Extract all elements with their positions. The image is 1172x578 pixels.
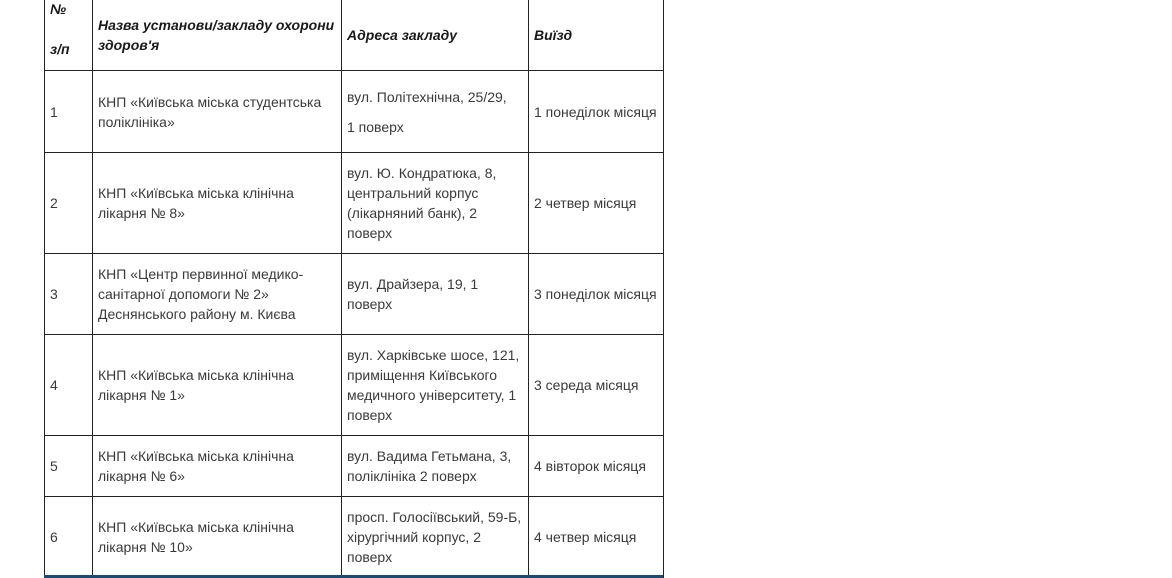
row-number: 2	[44, 152, 93, 254]
table-row: 1 КНП «Київська міська студентська полік…	[44, 70, 664, 153]
row-number: 3	[44, 253, 93, 335]
clinics-table: № з/п Назва установи/закладу охорони здо…	[44, 0, 664, 578]
table-row: 3 КНП «Центр первинної медико-санітарної…	[44, 253, 664, 335]
row-number: 5	[44, 435, 93, 497]
row-number: 6	[44, 496, 93, 578]
row-address: вул. Ю. Кондратюка, 8, центральний корпу…	[341, 152, 529, 254]
header-number-line1: №	[50, 1, 67, 17]
row-name: КНП «Київська міська клінічна лікарня № …	[92, 435, 342, 497]
row-name: КНП «Київська міська клінічна лікарня № …	[92, 152, 342, 254]
table-bottom-border	[44, 575, 663, 578]
table-row: 6 КНП «Київська міська клінічна лікарня …	[44, 496, 664, 578]
row-number: 1	[44, 70, 93, 153]
header-name: Назва установи/закладу охорони здоров'я	[92, 0, 342, 71]
table-row: 4 КНП «Київська міська клінічна лікарня …	[44, 334, 664, 436]
header-number: № з/п	[44, 0, 93, 71]
row-visit: 1 понеділок місяця	[528, 70, 664, 153]
header-visit: Виїзд	[528, 0, 664, 71]
row-address: вул. Вадима Гетьмана, 3, поліклініка 2 п…	[341, 435, 529, 497]
header-number-line2: з/п	[50, 41, 70, 57]
row-visit: 4 четвер місяця	[528, 496, 664, 578]
table-row: 2 КНП «Київська міська клінічна лікарня …	[44, 152, 664, 254]
row-name: КНП «Центр первинної медико-санітарної д…	[92, 253, 342, 335]
table-header-row: № з/п Назва установи/закладу охорони здо…	[44, 0, 664, 71]
row-visit: 2 четвер місяця	[528, 152, 664, 254]
row-name: КНП «Київська міська клінічна лікарня № …	[92, 496, 342, 578]
row-address: вул. Політехнічна, 25/29, 1 поверх	[341, 70, 529, 153]
row-number: 4	[44, 334, 93, 436]
address-line2: 1 поверх	[347, 118, 404, 135]
header-address: Адреса закладу	[341, 0, 529, 71]
row-address: вул. Харківське шосе, 121, приміщення Ки…	[341, 334, 529, 436]
row-name: КНП «Київська міська клінічна лікарня № …	[92, 334, 342, 436]
table-row: 5 КНП «Київська міська клінічна лікарня …	[44, 435, 664, 497]
address-line1: вул. Політехнічна, 25/29,	[347, 88, 507, 105]
row-address: вул. Драйзера, 19, 1 поверх	[341, 253, 529, 335]
row-visit: 3 понеділок місяця	[528, 253, 664, 335]
row-visit: 4 вівторок місяця	[528, 435, 664, 497]
row-visit: 3 середа місяця	[528, 334, 664, 436]
row-address: просп. Голосіївський, 59-Б, хірургічний …	[341, 496, 529, 578]
row-name: КНП «Київська міська студентська поліклі…	[92, 70, 342, 153]
